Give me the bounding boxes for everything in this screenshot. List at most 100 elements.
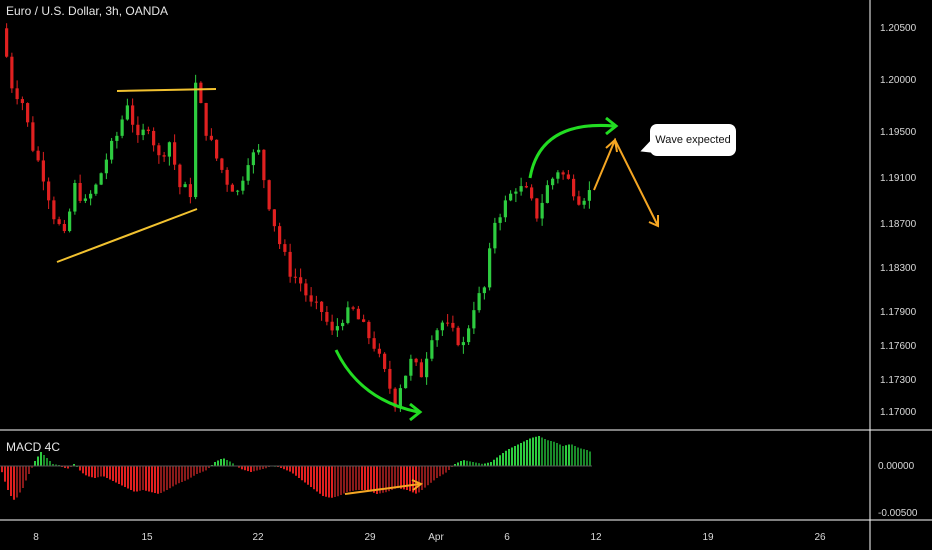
candle-body: [267, 180, 271, 210]
macd-bar: [445, 466, 447, 473]
macd-bar: [304, 466, 306, 483]
macd-bar: [490, 462, 492, 466]
macd-bar: [7, 466, 9, 490]
y-tick-label: 1.20000: [880, 75, 917, 86]
candle-body: [524, 186, 528, 188]
x-tick-label: 22: [252, 532, 264, 543]
candle-body: [31, 122, 35, 151]
candle-body: [178, 164, 182, 188]
macd-bar: [337, 466, 339, 497]
macd-bar: [565, 445, 567, 466]
macd-bar: [214, 462, 216, 466]
candle-body: [572, 178, 576, 197]
x-tick-label: 6: [504, 532, 510, 543]
macd-bar: [160, 466, 162, 493]
macd-bar: [364, 466, 366, 490]
candle-body: [120, 119, 124, 136]
candle-body: [225, 169, 229, 185]
candle-body: [325, 311, 329, 322]
candle-body: [293, 276, 297, 278]
candle-body: [283, 244, 287, 252]
macd-bar: [358, 466, 360, 490]
macd-bar: [280, 466, 282, 468]
macd-bar: [553, 441, 555, 466]
x-tick-label: 8: [33, 532, 39, 543]
macd-bar: [286, 466, 288, 471]
candle-body: [551, 178, 555, 186]
macd-bar: [349, 466, 351, 492]
macd-bar: [466, 460, 468, 466]
macd-bar: [352, 466, 354, 491]
macd-bar: [316, 466, 318, 492]
y-tick-label-macd: 0.00000: [878, 461, 915, 472]
x-tick-label: 12: [590, 532, 602, 543]
macd-divergence-arrowhead: [411, 479, 423, 491]
macd-bar: [439, 466, 441, 477]
y-tick-label: 1.18700: [880, 219, 917, 230]
candle-body: [262, 149, 266, 181]
macd-bar: [538, 436, 540, 466]
candle-body: [446, 322, 450, 324]
macd-bar: [544, 439, 546, 466]
macd-bar: [244, 466, 246, 471]
macd-bar: [298, 466, 300, 478]
macd-bar: [223, 458, 225, 466]
candle-body: [257, 149, 261, 153]
macd-bar: [526, 440, 528, 466]
macd-bar: [523, 441, 525, 466]
macd-bar: [181, 466, 183, 482]
candle-body: [404, 375, 408, 389]
candle-body: [167, 142, 171, 157]
candle-body: [530, 187, 534, 199]
macd-bar: [151, 466, 153, 493]
macd-bar: [247, 466, 249, 472]
bottom-curve-arrowhead: [409, 402, 423, 422]
candle-body: [299, 277, 303, 284]
candle-body: [278, 226, 282, 245]
y-tick-label: 1.17600: [880, 341, 917, 352]
candle-body: [388, 368, 392, 389]
macd-bar: [28, 466, 30, 474]
bottom-curve-arrow: [334, 349, 419, 414]
macd-bar: [499, 455, 501, 466]
macd-bar: [73, 464, 75, 466]
macd-bar: [289, 466, 291, 472]
macd-bar: [514, 446, 516, 466]
macd-bar: [250, 466, 252, 472]
macd-bar: [334, 466, 336, 497]
candle-body: [73, 183, 77, 212]
macd-bar: [115, 466, 117, 483]
macd-bar: [325, 466, 327, 497]
macd-bar: [97, 466, 99, 478]
wave-expected-callout[interactable]: Wave expected: [650, 124, 736, 156]
macd-bar: [568, 444, 570, 466]
candle-body: [409, 358, 413, 376]
macd-bar: [94, 466, 96, 478]
macd-bar: [112, 466, 114, 481]
macd-bar: [1, 466, 3, 473]
candle-body: [498, 217, 502, 223]
candle-body: [566, 174, 570, 179]
macd-bar: [148, 466, 150, 492]
candle-body: [52, 200, 56, 220]
candle-body: [314, 301, 318, 303]
candle-body: [10, 56, 14, 89]
macd-bar: [505, 450, 507, 466]
macd-bar: [25, 466, 27, 481]
macd-bar: [127, 466, 129, 489]
macd-bar: [31, 466, 33, 468]
macd-bar: [562, 446, 564, 466]
candle-body: [503, 200, 507, 218]
candle-body: [440, 322, 444, 331]
macd-bar: [154, 466, 156, 493]
macd-bar: [85, 466, 87, 476]
macd-bar: [178, 466, 180, 484]
candle-body: [304, 283, 308, 296]
macd-bar: [547, 440, 549, 466]
macd-bar: [22, 466, 24, 488]
candle-body: [173, 142, 177, 165]
candle-body: [425, 358, 429, 378]
macd-bar: [487, 462, 489, 466]
macd-bar: [502, 453, 504, 466]
